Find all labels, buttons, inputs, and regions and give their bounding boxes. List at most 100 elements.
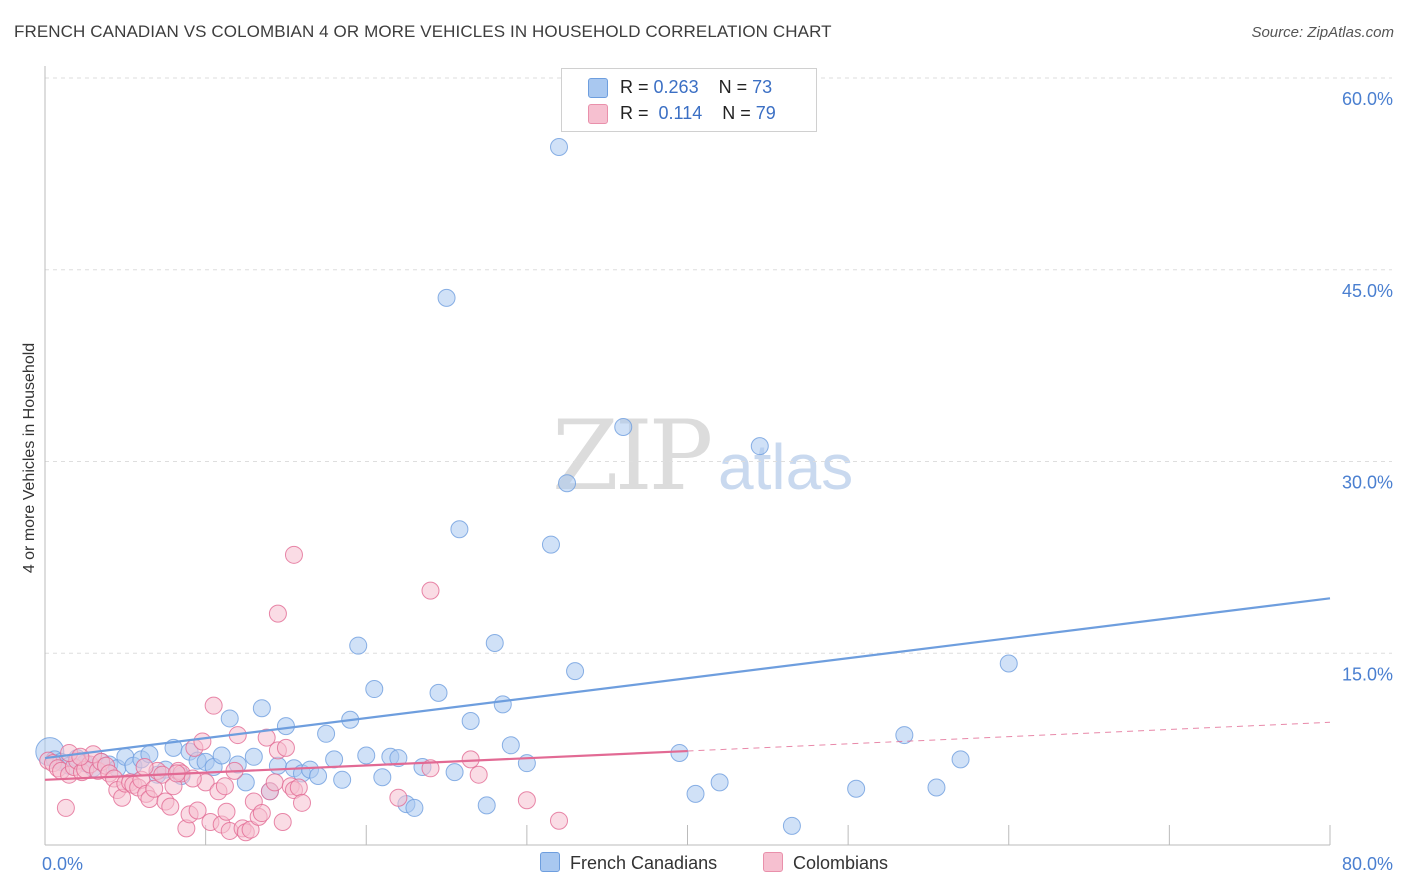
- data-point: [951, 750, 970, 769]
- x-tick-label-min: 0.0%: [42, 854, 83, 874]
- data-point: [437, 288, 456, 307]
- data-point: [461, 750, 480, 769]
- x-tick-label-max: 80.0%: [1342, 854, 1393, 874]
- data-point: [710, 773, 729, 792]
- data-point: [252, 699, 271, 718]
- legend-swatch-blue: [588, 78, 608, 98]
- y-tick-label: 60.0%: [1342, 89, 1393, 109]
- data-point: [389, 788, 408, 807]
- data-point: [193, 732, 212, 751]
- data-point: [550, 138, 568, 157]
- data-point: [268, 604, 287, 623]
- data-point: [429, 683, 448, 702]
- r-label: R =: [620, 77, 649, 97]
- data-point: [333, 770, 352, 789]
- data-point: [317, 724, 336, 743]
- data-point: [284, 545, 303, 564]
- data-point: [273, 812, 292, 831]
- data-point: [847, 779, 866, 798]
- data-point: [686, 784, 705, 803]
- series-1-points: [39, 545, 568, 842]
- data-point: [550, 811, 568, 830]
- data-point: [405, 798, 424, 817]
- data-point: [217, 802, 236, 821]
- data-point: [365, 680, 384, 699]
- data-point: [135, 758, 154, 777]
- watermark-zip: ZIP: [552, 400, 713, 512]
- trend-line-1-solid: [44, 749, 688, 781]
- data-point: [566, 662, 585, 681]
- legend-label: Colombians: [793, 853, 889, 873]
- data-point: [204, 696, 223, 715]
- trend-line-0: [44, 597, 1331, 760]
- data-point: [244, 747, 263, 766]
- legend-swatch-pink: [588, 104, 608, 124]
- data-point: [493, 695, 512, 714]
- data-point: [325, 750, 344, 769]
- data-point: [309, 766, 328, 785]
- data-point: [289, 778, 308, 797]
- watermark-atlas: atlas: [718, 431, 854, 503]
- data-point: [670, 743, 689, 762]
- series-0-points: [35, 138, 1018, 835]
- data-point: [445, 763, 464, 782]
- data-point: [265, 773, 284, 792]
- data-point: [614, 417, 633, 436]
- data-point: [477, 796, 496, 815]
- data-point: [373, 768, 392, 787]
- trend-lines: [44, 597, 1331, 781]
- trend-line-1-dashed: [687, 721, 1331, 752]
- data-point: [750, 437, 769, 456]
- data-points: [35, 138, 1018, 842]
- data-point: [421, 581, 440, 600]
- r-label: R =: [620, 103, 649, 123]
- y-tick-label: 15.0%: [1342, 664, 1393, 684]
- n-value: 73: [752, 77, 773, 97]
- legend-swatch-pink: [763, 852, 783, 872]
- data-point: [276, 717, 295, 736]
- data-point: [220, 709, 239, 728]
- data-point: [252, 804, 271, 823]
- data-point: [188, 801, 207, 820]
- data-point: [461, 712, 480, 731]
- data-point: [293, 793, 311, 812]
- legend-swatch-blue: [540, 852, 560, 872]
- data-point: [999, 654, 1018, 673]
- n-value: 79: [755, 103, 776, 123]
- data-point: [236, 773, 255, 792]
- data-point: [389, 749, 408, 768]
- chart-title: FRENCH CANADIAN VS COLOMBIAN 4 OR MORE V…: [14, 22, 832, 41]
- data-point: [927, 778, 946, 797]
- data-point: [485, 634, 504, 653]
- source-label: Source: ZipAtlas.com: [1251, 24, 1394, 41]
- n-label: N =: [722, 103, 751, 123]
- data-point: [268, 756, 287, 775]
- r-value: 0.263: [653, 77, 699, 97]
- data-point: [241, 820, 260, 839]
- data-point: [421, 759, 440, 778]
- data-point: [895, 726, 914, 745]
- legend-item-french-canadians[interactable]: French Canadians: [540, 852, 717, 874]
- tick-labels: 15.0% 30.0% 45.0% 60.0% 0.0% 80.0%: [42, 89, 1393, 874]
- data-point: [541, 535, 560, 554]
- data-point: [161, 797, 180, 816]
- data-point: [782, 816, 801, 835]
- grid-lines: [45, 77, 1392, 654]
- data-point: [558, 474, 577, 493]
- legend-item-colombians[interactable]: Colombians: [763, 852, 888, 874]
- data-point: [215, 777, 234, 796]
- data-point: [276, 738, 295, 757]
- data-point: [257, 728, 276, 747]
- correlation-legend: R = 0.263 N = 73 R = 0.114 N = 79: [561, 68, 817, 132]
- data-point: [71, 747, 90, 766]
- data-point: [212, 746, 231, 765]
- y-tick-label: 45.0%: [1342, 281, 1393, 301]
- data-point: [357, 746, 376, 765]
- data-point: [145, 779, 164, 798]
- data-point: [349, 636, 368, 655]
- data-point: [56, 798, 75, 817]
- data-point: [517, 791, 536, 810]
- data-point: [501, 736, 520, 755]
- n-label: N =: [718, 77, 748, 97]
